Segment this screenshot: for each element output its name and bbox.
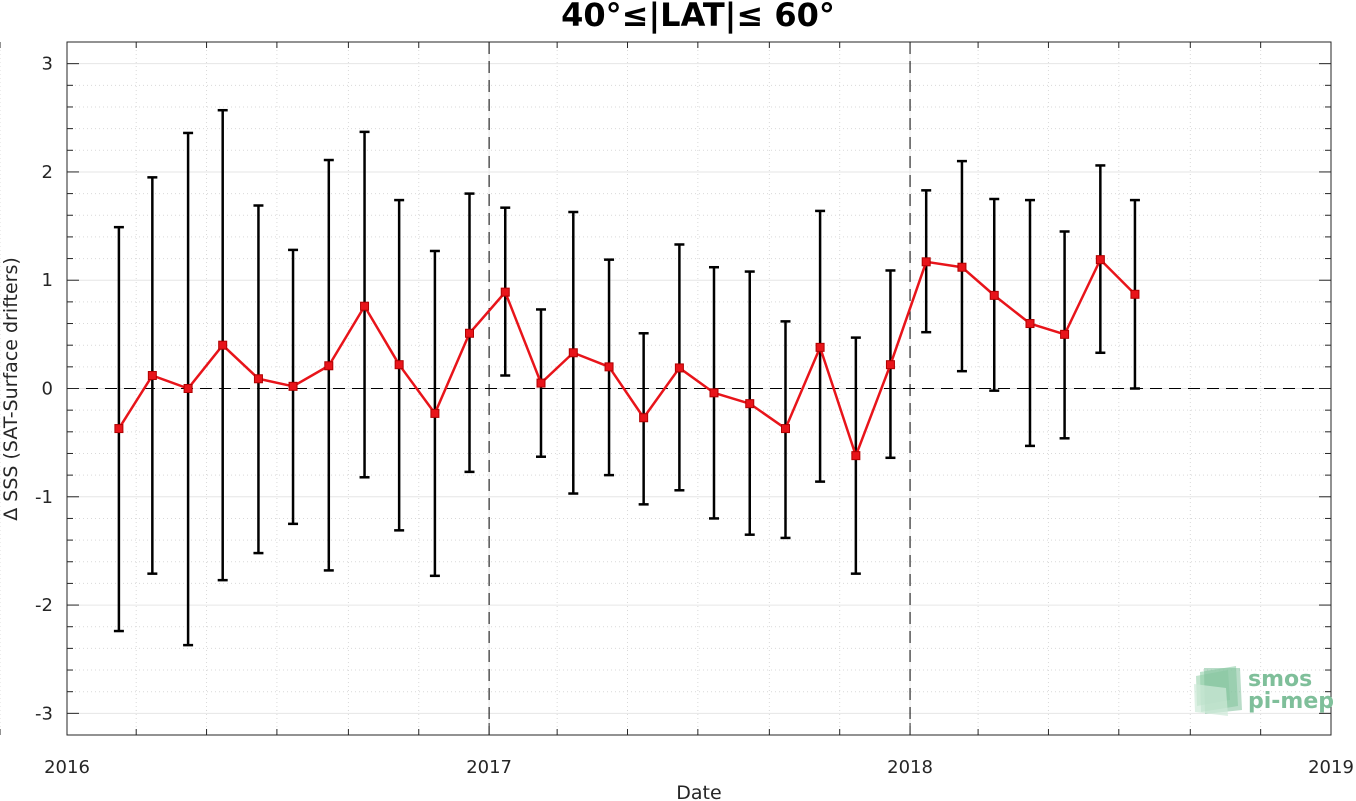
data-point-marker: [464, 328, 474, 338]
y-tick-label: -2: [35, 595, 53, 616]
data-point-marker: [183, 384, 193, 393]
data-point-marker: [536, 378, 546, 388]
axis-ticks: [0, 41, 1332, 736]
y-tick-label: 0: [42, 379, 53, 400]
data-point-marker: [324, 361, 334, 371]
data-point-marker: [430, 408, 440, 418]
data-point-marker: [957, 262, 967, 272]
x-tick-label: 2017: [466, 757, 512, 778]
data-point-marker: [709, 388, 719, 398]
data-point-marker: [394, 360, 404, 370]
series-line: [117, 258, 1136, 457]
chart-title: 40°≤|LAT|≤ 60°: [561, 0, 835, 35]
data-point-marker: [851, 451, 861, 461]
data-point-marker: [218, 340, 228, 350]
data-point-marker: [1095, 255, 1105, 265]
data-point-marker: [780, 424, 790, 434]
y-tick-label: -3: [35, 703, 53, 724]
reference-lines: [67, 42, 1331, 735]
data-point-marker: [921, 257, 931, 267]
data-point-marker: [147, 371, 157, 381]
data-point-marker: [674, 363, 684, 373]
x-tick-label: 2016: [44, 757, 90, 778]
data-point-marker: [360, 301, 370, 311]
y-tick-label: -1: [35, 487, 53, 508]
logo-text-pi-mep: pi-mep: [1248, 689, 1334, 714]
data-point-marker: [114, 424, 124, 434]
series-polyline: [117, 258, 1136, 457]
data-point-marker: [885, 360, 895, 370]
y-tick-labels: -3 -2 -1 0 1 2 3: [35, 54, 53, 725]
smos-pi-mep-logo-icon: [1194, 666, 1242, 716]
data-point-marker: [815, 342, 825, 352]
data-point-marker: [745, 399, 755, 409]
y-tick-label: 1: [42, 270, 53, 291]
data-point-marker: [604, 362, 614, 372]
data-point-marker: [989, 290, 999, 300]
x-axis-label: Date: [676, 782, 721, 801]
y-tick-label: 3: [42, 54, 53, 75]
data-point-marker: [1130, 289, 1140, 299]
data-point-marker: [288, 381, 298, 391]
x-tick-labels: 2016 2017 2018 2019: [44, 757, 1354, 778]
data-point-marker: [568, 348, 578, 358]
y-axis-label: Δ SSS (SAT-Surface drifters): [0, 257, 22, 521]
data-point-marker: [639, 413, 649, 423]
x-tick-label: 2019: [1308, 757, 1354, 778]
x-tick-label: 2018: [887, 757, 933, 778]
y-tick-label: 2: [42, 162, 53, 183]
smos-pi-mep-logo: smos pi-mep: [1194, 666, 1334, 716]
logo-text-smos: smos: [1248, 667, 1312, 692]
series-markers: [114, 255, 1140, 461]
data-point-marker: [253, 374, 263, 384]
data-point-marker: [1025, 319, 1035, 329]
data-point-marker: [500, 287, 510, 297]
data-point-marker: [1060, 329, 1070, 339]
